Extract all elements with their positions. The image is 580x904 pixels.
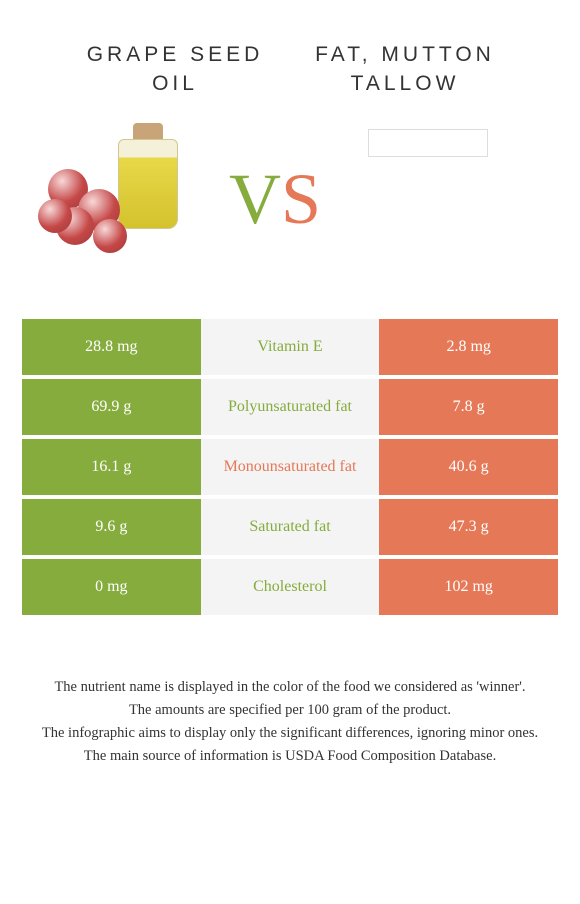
footer-notes: The nutrient name is displayed in the co… <box>0 619 580 767</box>
left-value: 28.8 mg <box>22 319 201 375</box>
vs-v: V <box>229 159 281 239</box>
right-value: 102 mg <box>379 559 558 615</box>
table-row: 0 mgCholesterol102 mg <box>22 559 558 615</box>
grape-icon <box>38 199 72 233</box>
footer-note: The amounts are specified per 100 gram o… <box>22 700 558 721</box>
right-value: 2.8 mg <box>379 319 558 375</box>
nutrient-name: Cholesterol <box>201 559 380 615</box>
left-food-image <box>30 119 215 279</box>
nutrient-name: Saturated fat <box>201 499 380 555</box>
table-row: 16.1 gMonounsaturated fat40.6 g <box>22 439 558 495</box>
left-food-title: GRAPE SEED OIL <box>60 40 290 99</box>
right-food-title: FAT, MUTTON TALLOW <box>290 40 520 99</box>
table-row: 9.6 gSaturated fat47.3 g <box>22 499 558 555</box>
right-food-image <box>335 119 520 279</box>
right-value: 40.6 g <box>379 439 558 495</box>
table-row: 69.9 gPolyunsaturated fat7.8 g <box>22 379 558 435</box>
nutrient-name: Polyunsaturated fat <box>201 379 380 435</box>
footer-note: The main source of information is USDA F… <box>22 746 558 767</box>
right-value: 7.8 g <box>379 379 558 435</box>
footer-note: The infographic aims to display only the… <box>22 723 558 744</box>
mutton-tallow-icon <box>368 129 488 157</box>
vs-label: VS <box>215 163 335 235</box>
left-value: 69.9 g <box>22 379 201 435</box>
image-row: VS <box>0 99 580 319</box>
left-value: 16.1 g <box>22 439 201 495</box>
vs-s: S <box>281 159 321 239</box>
table-row: 28.8 mgVitamin E2.8 mg <box>22 319 558 375</box>
right-value: 47.3 g <box>379 499 558 555</box>
nutrient-comparison-table: 28.8 mgVitamin E2.8 mg69.9 gPolyunsatura… <box>0 319 580 615</box>
header-row: GRAPE SEED OIL FAT, MUTTON TALLOW <box>0 0 580 99</box>
grape-seed-oil-icon <box>38 119 208 279</box>
nutrient-name: Vitamin E <box>201 319 380 375</box>
grape-icon <box>93 219 127 253</box>
nutrient-name: Monounsaturated fat <box>201 439 380 495</box>
left-value: 9.6 g <box>22 499 201 555</box>
left-value: 0 mg <box>22 559 201 615</box>
footer-note: The nutrient name is displayed in the co… <box>22 677 558 698</box>
